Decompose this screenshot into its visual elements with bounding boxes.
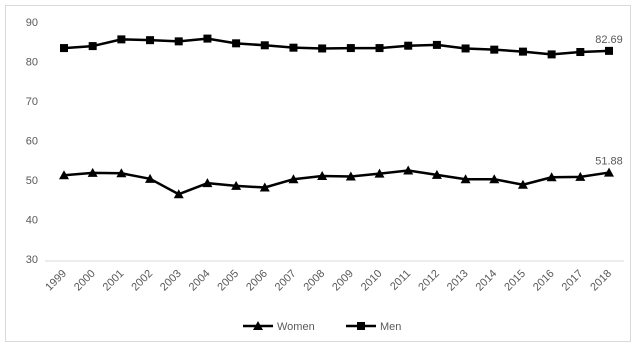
data-point-men-2007 [289,43,298,52]
x-tick-label-16: 2015 [502,268,528,294]
x-tick-label-6: 2005 [215,268,241,294]
data-point-women-2009 [345,171,356,181]
data-point-men-2006 [260,41,269,50]
x-tick-label-9: 2008 [301,268,327,294]
x-tick-label-8: 2007 [273,268,299,294]
x-tick-label-10: 2009 [330,268,356,294]
x-tick-label-12: 2011 [388,268,413,293]
data-point-women-2001 [116,168,127,178]
x-tick-label-3: 2002 [129,268,155,294]
data-point-women-2015 [517,179,528,189]
x-tick-label-2: 2001 [101,268,127,294]
data-point-men-2017 [576,48,585,57]
x-tick-label-17: 2016 [531,268,557,294]
data-point-men-2013 [461,44,470,53]
data-point-men-2002 [146,36,155,45]
data-point-women-2011 [403,165,414,175]
legend-label-women: Women [277,321,315,333]
data-point-women-2000 [87,167,98,177]
data-point-men-2005 [232,39,241,48]
legend-marker-women [253,321,263,330]
data-point-men-2015 [518,47,527,56]
data-point-women-2004 [202,178,213,188]
data-point-men-2000 [88,42,97,51]
data-point-men-1999 [60,44,68,53]
x-tick-label-4: 2003 [158,268,184,294]
y-tick-label-4: 70 [26,96,38,108]
data-point-women-2017 [575,171,586,181]
x-tick-label-18: 2017 [560,268,586,294]
x-tick-label-15: 2014 [474,268,500,294]
legend-marker-men [357,322,365,330]
x-tick-label-11: 2010 [359,268,385,294]
data-point-men-2012 [432,40,441,49]
x-tick-label-19: 2018 [588,268,614,294]
data-point-women-2008 [317,171,328,181]
data-point-women-2014 [489,174,500,184]
series-line-women [63,169,610,196]
y-tick-label-2: 50 [26,175,38,187]
data-point-women-2003 [173,189,184,199]
y-tick-label-1: 40 [26,215,38,227]
data-point-men-2010 [375,44,384,53]
x-tick-label-14: 2013 [445,268,471,294]
legend-label-men: Men [380,321,401,333]
data-point-women-2007 [288,174,299,184]
data-point-men-2001 [117,35,126,44]
data-point-men-2011 [404,41,413,50]
x-tick-label-7: 2006 [244,268,270,294]
data-label-women-last: 51.88 [595,156,623,168]
data-point-women-2018 [604,167,614,177]
data-point-men-2008 [318,44,327,53]
y-tick-label-3: 60 [26,136,38,148]
data-point-women-2006 [259,182,270,192]
y-tick-label-6: 90 [26,17,38,29]
data-point-women-2016 [546,172,557,182]
x-tick-label-5: 2004 [187,268,213,294]
series-line-men [63,37,610,56]
data-point-men-2016 [547,50,556,59]
data-point-women-2012 [431,169,442,179]
x-tick-label-13: 2012 [416,268,442,294]
x-tick-label-0: 1999 [43,268,69,294]
data-point-women-2002 [145,173,156,183]
y-tick-label-5: 80 [26,57,38,69]
y-tick-label-0: 30 [26,254,38,266]
data-point-men-2014 [490,45,499,54]
data-point-women-2013 [460,174,471,184]
data-point-women-2005 [231,180,242,190]
data-point-women-1999 [59,170,69,180]
data-point-men-2009 [346,44,355,53]
data-label-men-last: 82.69 [595,34,623,46]
data-point-women-2010 [374,168,385,178]
data-point-men-2004 [203,34,212,43]
x-tick-label-1: 2000 [72,268,98,294]
data-point-men-2003 [174,37,183,46]
data-point-men-2018 [605,46,613,55]
